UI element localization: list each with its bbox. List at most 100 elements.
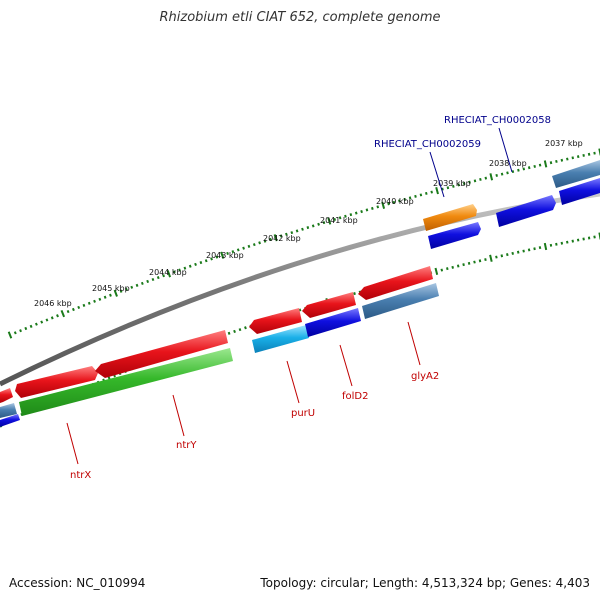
minor-tick <box>457 183 461 187</box>
minor-tick <box>103 295 107 299</box>
minor-tick <box>549 161 553 165</box>
gene-feature[interactable] <box>302 292 356 318</box>
outer-tick-track <box>7 148 600 339</box>
gene-feature[interactable] <box>95 330 228 378</box>
minor-tick <box>440 268 444 272</box>
minor-tick <box>517 168 520 172</box>
minor-tick <box>538 163 542 167</box>
minor-tick <box>456 264 460 268</box>
gene-label-ntrx[interactable]: ntrX <box>70 470 91 481</box>
minor-tick <box>45 318 49 322</box>
major-tick <box>273 234 278 242</box>
minor-tick <box>478 259 482 263</box>
minor-tick <box>495 173 498 177</box>
minor-tick <box>298 308 302 312</box>
minor-tick <box>119 289 123 293</box>
gene-feature[interactable] <box>423 204 477 231</box>
minor-tick <box>451 265 454 269</box>
minor-tick <box>29 324 33 328</box>
locus-label-ch0002058[interactable]: RHECIAT_CH0002058 <box>444 115 551 126</box>
minor-tick <box>555 159 558 163</box>
gene-feature[interactable] <box>252 325 309 353</box>
kbp-label: 2044 kbp <box>149 268 187 277</box>
minor-tick <box>50 316 54 320</box>
minor-tick <box>322 221 326 225</box>
kbp-label: 2038 kbp <box>489 159 527 168</box>
minor-tick <box>582 237 585 241</box>
minor-tick <box>244 326 247 330</box>
minor-tick <box>140 281 144 285</box>
minor-tick <box>576 155 580 159</box>
gene-label-fold2[interactable]: folD2 <box>342 391 368 402</box>
minor-tick <box>414 194 417 198</box>
minor-tick <box>441 187 444 191</box>
minor-tick <box>571 239 574 243</box>
gene-feature[interactable] <box>362 283 439 319</box>
minor-tick <box>135 283 139 287</box>
minor-tick <box>71 307 75 312</box>
major-tick <box>7 331 13 339</box>
gene-feature[interactable] <box>249 308 302 334</box>
gene-feature[interactable] <box>358 266 433 300</box>
kbp-label: 2043 kbp <box>206 251 244 260</box>
minor-tick <box>538 246 542 250</box>
minor-tick <box>19 329 22 333</box>
gene-feature[interactable] <box>428 222 481 249</box>
minor-tick <box>295 229 299 233</box>
minor-tick <box>506 253 509 257</box>
minor-tick <box>204 259 208 263</box>
kbp-label: 2042 kbp <box>263 234 301 243</box>
minor-tick <box>146 279 150 284</box>
kbp-label: 2039 kbp <box>433 179 471 188</box>
minor-tick <box>527 248 531 252</box>
major-tick <box>435 186 439 195</box>
minor-tick <box>452 184 455 188</box>
minor-tick <box>226 251 229 256</box>
major-tick <box>113 289 118 297</box>
minor-tick <box>66 310 70 314</box>
gene-label-glya2[interactable]: glyA2 <box>411 371 439 382</box>
minor-tick <box>194 262 197 266</box>
minor-tick <box>506 171 509 175</box>
minor-tick <box>13 331 17 335</box>
minor-tick <box>98 297 102 301</box>
minor-tick <box>130 285 134 289</box>
gene-feature[interactable] <box>0 403 17 418</box>
minor-tick <box>522 167 526 171</box>
gene-label-puru[interactable]: purU <box>291 408 315 419</box>
minor-tick <box>353 292 356 296</box>
minor-tick <box>349 213 353 217</box>
gene-feature[interactable] <box>496 195 556 227</box>
minor-tick <box>178 268 181 272</box>
major-tick <box>220 251 225 259</box>
minor-tick <box>109 293 112 297</box>
gene-feature[interactable] <box>305 308 361 337</box>
accession-text: Accession: NC_010994 <box>9 576 146 590</box>
gene-feature[interactable] <box>0 388 13 403</box>
gene-feature[interactable] <box>15 366 98 398</box>
minor-tick <box>468 180 471 184</box>
minor-tick <box>233 329 236 334</box>
minor-tick <box>82 303 86 307</box>
minor-tick <box>571 156 574 160</box>
gene-feature[interactable] <box>552 160 600 188</box>
minor-tick <box>247 244 251 248</box>
minor-tick <box>527 166 531 170</box>
major-tick <box>543 242 548 251</box>
minor-tick <box>387 202 390 206</box>
gene-feature[interactable] <box>0 414 20 427</box>
minor-tick <box>77 305 81 309</box>
minor-tick <box>566 157 569 161</box>
major-tick <box>60 310 66 318</box>
gene-label-ntry[interactable]: ntrY <box>176 440 197 451</box>
gene-feature[interactable] <box>559 178 600 205</box>
minor-tick <box>199 260 203 265</box>
minor-tick <box>252 243 256 247</box>
locus-label-ch0002059[interactable]: RHECIAT_CH0002059 <box>374 139 481 150</box>
minor-tick <box>593 235 596 239</box>
gene-feature[interactable] <box>19 348 233 416</box>
kbp-label: 2041 kbp <box>320 216 358 225</box>
minor-tick <box>473 179 477 183</box>
minor-tick <box>462 182 466 186</box>
minor-tick <box>376 205 380 209</box>
